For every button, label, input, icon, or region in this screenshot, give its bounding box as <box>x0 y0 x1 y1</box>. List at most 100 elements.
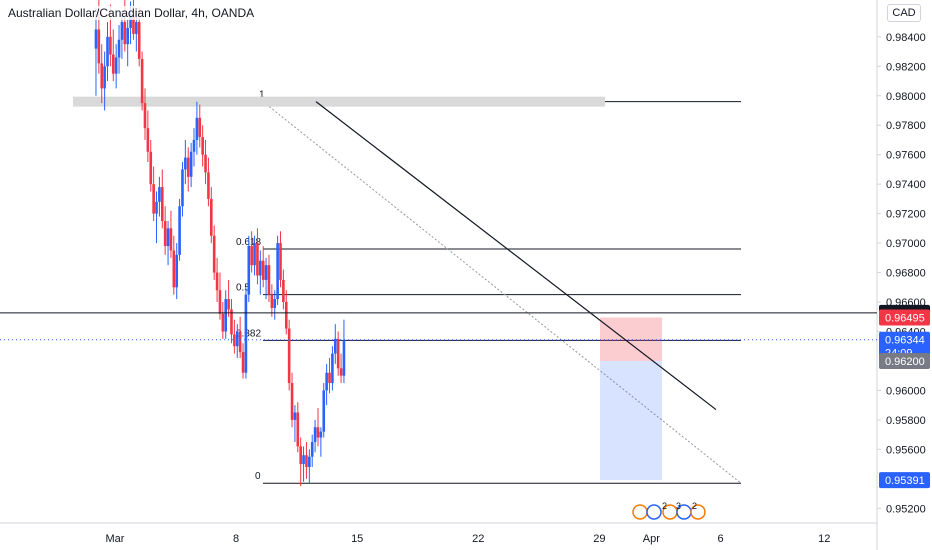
candle <box>166 220 170 266</box>
event-count: 2 <box>692 501 697 511</box>
candle-body <box>166 228 170 247</box>
candle-body <box>198 117 202 138</box>
candle-body <box>250 246 253 266</box>
price-label-value: 0.96344 <box>885 335 925 347</box>
fib-level-label: 0.382 <box>236 328 261 339</box>
candle-body <box>241 352 245 373</box>
candle-body <box>313 427 317 442</box>
candle-body <box>123 22 127 45</box>
candle-body <box>287 328 291 384</box>
candle-body <box>261 260 265 280</box>
candle <box>218 272 222 320</box>
price-label-bg <box>879 331 930 360</box>
candle-body <box>253 243 256 266</box>
candle <box>175 243 179 300</box>
currency-badge[interactable]: CAD <box>887 4 921 22</box>
price-axis-panel[interactable] <box>877 0 932 550</box>
candle-body <box>120 22 124 40</box>
candle-body <box>270 294 274 308</box>
event-icon[interactable] <box>632 504 648 520</box>
time-tick-label: Mar <box>106 533 125 545</box>
candle-body <box>94 29 98 49</box>
price-axis-label: 0.96200 <box>879 352 930 369</box>
candle <box>160 169 164 229</box>
candle <box>313 419 317 453</box>
candle-body <box>264 265 268 280</box>
candle-body <box>178 206 181 255</box>
candle <box>114 44 118 89</box>
candle-body <box>103 66 106 89</box>
candle-body <box>143 103 147 129</box>
price-tick-label: 0.97400 <box>886 179 926 191</box>
candle-body <box>135 22 138 34</box>
fib-level-label: 0 <box>255 471 261 482</box>
candle-body <box>267 265 271 295</box>
candle <box>238 316 242 358</box>
price-tick-label: 0.98400 <box>886 32 926 44</box>
resistance-zone <box>73 96 605 107</box>
candle-body <box>256 243 259 276</box>
candle <box>169 210 173 258</box>
candle <box>195 101 199 155</box>
candle-body <box>192 139 196 152</box>
candle-body <box>189 151 193 177</box>
candle <box>210 187 213 244</box>
candle-body <box>140 58 144 104</box>
candle-body <box>117 39 121 58</box>
time-tick-label: Apr <box>643 533 660 545</box>
candle-body <box>293 412 297 420</box>
stop-loss-zone <box>600 317 662 361</box>
price-label-value: 0.95391 <box>885 475 925 487</box>
candle-body <box>273 299 277 308</box>
event-icon[interactable] <box>646 504 662 520</box>
candle <box>181 162 184 217</box>
candle <box>253 235 256 276</box>
candle <box>250 231 253 273</box>
candle <box>342 319 346 384</box>
price-tick-label: 0.98000 <box>886 91 926 103</box>
price-tick-label: 0.97000 <box>886 238 926 250</box>
fib-trend-line <box>262 101 742 484</box>
candle-body <box>282 279 285 303</box>
candle <box>178 198 181 261</box>
candle-body <box>210 198 213 236</box>
candle <box>94 7 98 96</box>
candle-body <box>160 187 164 221</box>
price-tick-label: 0.95800 <box>886 415 926 427</box>
candle <box>331 346 334 391</box>
candle-body <box>235 331 239 347</box>
price-tick-label: 0.97600 <box>886 150 926 162</box>
candle-body <box>299 446 302 465</box>
price-tick-label: 0.97200 <box>886 209 926 221</box>
candle-body <box>207 172 210 199</box>
candle-body <box>284 302 288 329</box>
time-tick-label: 15 <box>351 533 363 545</box>
candle <box>172 235 176 295</box>
candle-body <box>126 27 129 45</box>
candle <box>146 110 150 163</box>
candle-body <box>279 243 282 280</box>
candle-body <box>336 338 340 369</box>
candle-body <box>163 220 167 247</box>
candle <box>140 51 144 111</box>
event-icon[interactable] <box>690 504 706 520</box>
time-tick-label: 8 <box>233 533 239 545</box>
candle <box>106 22 109 82</box>
candle-body <box>132 14 135 34</box>
candle <box>198 104 202 148</box>
candle-body <box>230 309 233 335</box>
candle <box>287 319 291 391</box>
candle <box>230 299 233 344</box>
candle <box>299 437 302 487</box>
price-tick-label: 0.96800 <box>886 268 926 280</box>
candle-body <box>172 250 176 288</box>
candle <box>264 257 268 300</box>
time-tick-label: 22 <box>472 533 484 545</box>
candle <box>212 225 216 280</box>
candle-body <box>296 412 300 447</box>
candle <box>308 449 311 484</box>
fib-level-label: 0.5 <box>236 283 250 294</box>
candle-body <box>114 57 118 74</box>
price-tick-label: 0.95600 <box>886 444 926 456</box>
